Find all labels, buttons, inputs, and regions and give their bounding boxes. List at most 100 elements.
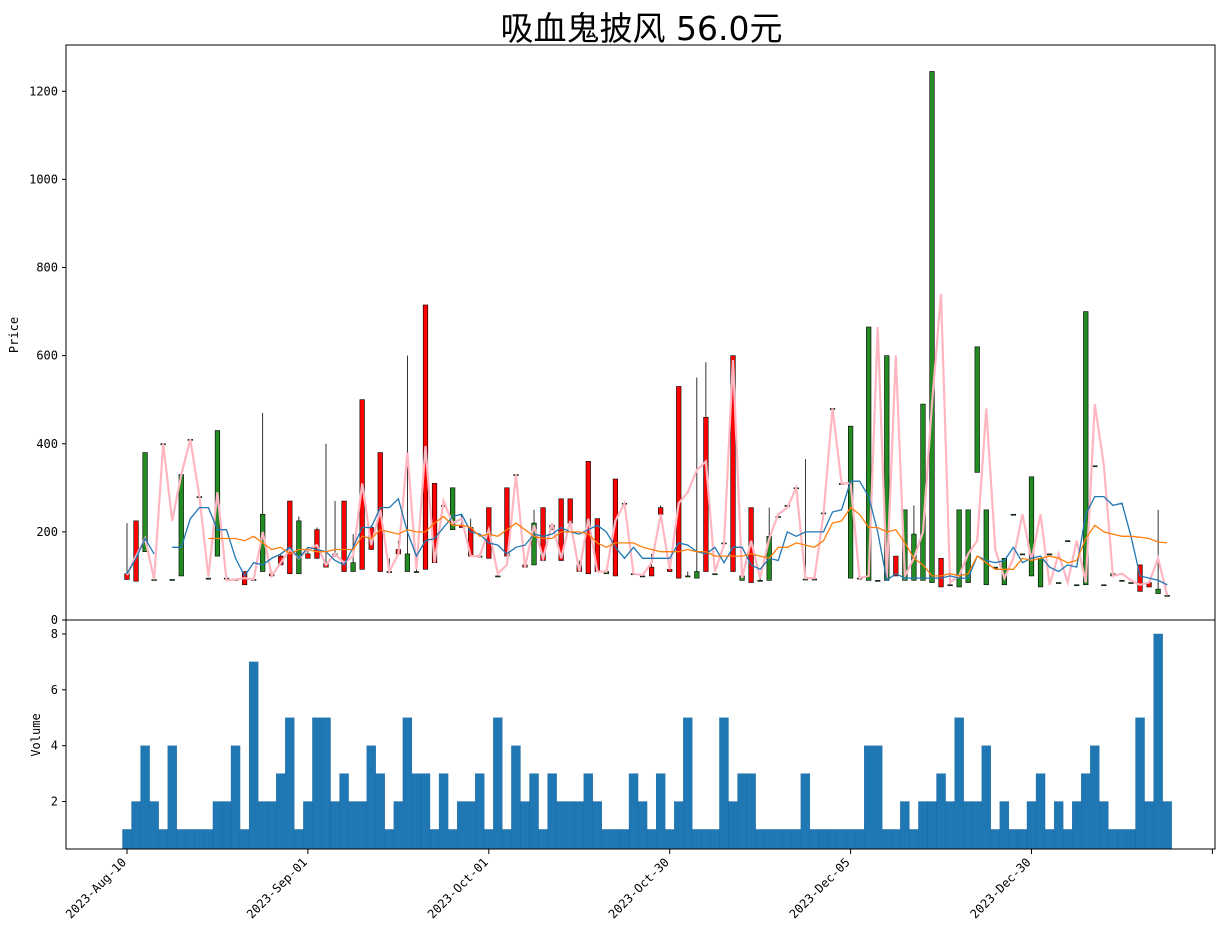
candle: [1155, 588, 1161, 594]
candle: [495, 575, 501, 578]
volume-bar: [909, 829, 919, 850]
volume-bar: [900, 801, 910, 850]
candle: [1119, 580, 1125, 582]
volume-bar: [674, 801, 684, 850]
volume-bar: [665, 829, 675, 850]
candle: [649, 566, 655, 577]
price-ytick-label: 1000: [29, 172, 58, 186]
volume-bar: [791, 829, 802, 850]
volume-bar: [267, 801, 277, 850]
volume-bar: [122, 829, 132, 850]
volume-bar: [176, 829, 186, 850]
volume-bar: [258, 801, 268, 850]
candle: [956, 509, 962, 588]
volume-bar: [827, 829, 838, 850]
volume-bar: [493, 717, 503, 850]
volume-bar: [1090, 745, 1100, 850]
volume-ytick-label: 8: [51, 627, 58, 641]
candle: [712, 573, 718, 576]
volume-bar: [276, 773, 286, 850]
xtick-label: 2023-Oct-01: [425, 855, 491, 921]
volume-bar: [963, 801, 973, 850]
volume-bar: [719, 717, 729, 850]
xtick-label: 2023-Sep-01: [244, 855, 310, 921]
candle: [531, 522, 537, 566]
volume-bar: [294, 829, 304, 850]
volume-bar: [1117, 829, 1127, 850]
candle: [1074, 584, 1080, 587]
candle: [1019, 553, 1026, 556]
volume-bar: [755, 829, 765, 850]
volume-bar: [628, 773, 639, 850]
volume-bar: [1099, 801, 1109, 850]
volume-bar: [692, 829, 702, 850]
candle: [974, 346, 980, 473]
candle: [1083, 311, 1089, 586]
volume-ytick-label: 4: [51, 739, 58, 753]
xtick-label: 2023-Aug-10: [63, 855, 129, 921]
volume-bar: [248, 661, 259, 850]
volume-bar: [854, 829, 865, 850]
volume-bar: [891, 829, 901, 850]
ma-short-line: [126, 480, 1168, 586]
candle: [567, 498, 573, 524]
volume-bar: [954, 717, 964, 850]
volume-bar: [1017, 829, 1028, 850]
candle: [1046, 553, 1053, 556]
volume-bar: [646, 829, 657, 850]
volume-bar: [185, 829, 195, 850]
volume-bar: [701, 829, 711, 850]
volume-bar: [574, 801, 584, 850]
candle: [404, 553, 410, 572]
candle: [938, 558, 944, 588]
price-ytick-label: 400: [36, 437, 58, 451]
volume-bar: [1153, 633, 1163, 850]
volume-bar: [529, 773, 539, 850]
volume-bar: [637, 801, 648, 850]
candle: [685, 575, 691, 578]
candle: [1101, 584, 1107, 587]
volume-bar: [475, 773, 485, 850]
volume-bar: [990, 829, 1000, 850]
volume-panel-frame: [65, 619, 1216, 850]
volume-bar: [1144, 801, 1154, 850]
candle: [929, 71, 935, 583]
volume-bar: [366, 745, 376, 850]
chart-title: 吸血鬼披风 56.0元: [500, 9, 783, 48]
volume-bar: [1162, 801, 1172, 850]
volume-axis-label: Volume: [29, 713, 43, 756]
volume-bar: [230, 745, 241, 850]
candle: [305, 553, 311, 559]
candle: [585, 461, 591, 575]
volume-bar: [764, 829, 774, 850]
volume-bar: [981, 745, 991, 850]
volume-bar: [918, 801, 928, 850]
volume-bar: [1026, 801, 1037, 850]
volume-bar: [357, 801, 367, 850]
volume-ytick-label: 6: [51, 683, 58, 697]
volume-bar: [1108, 829, 1118, 850]
volume-bar: [836, 829, 847, 850]
volume-bar: [339, 773, 349, 850]
volume-bar: [221, 801, 232, 850]
volume-bar: [312, 717, 322, 850]
volume-bar: [429, 829, 440, 850]
volume-bar: [239, 829, 250, 850]
candle: [205, 577, 212, 580]
candle: [142, 452, 148, 553]
volume-bar: [845, 829, 856, 850]
volume-bar: [167, 745, 177, 850]
volume-bar: [809, 829, 820, 850]
candle: [875, 580, 881, 582]
candle: [965, 509, 971, 583]
candle: [1092, 465, 1098, 468]
candle: [178, 474, 184, 577]
candle: [450, 487, 456, 530]
candle: [1128, 582, 1134, 584]
volume-bar: [149, 801, 159, 850]
volume-bar: [375, 773, 385, 850]
volume-bar: [610, 829, 621, 850]
candle: [1037, 558, 1044, 588]
price-axis-label: Price: [7, 317, 21, 353]
volume-bar: [393, 801, 404, 850]
